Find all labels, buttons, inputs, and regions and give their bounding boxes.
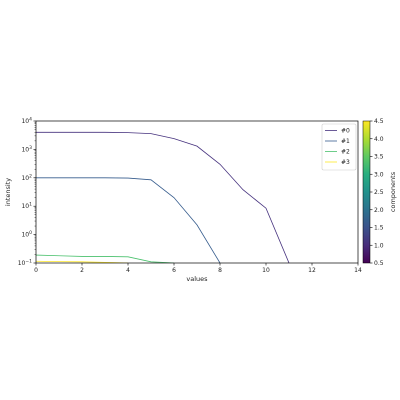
colorbar-tick-label: 2.5 [374,189,384,196]
y-tick-label: 101 [21,202,32,211]
y-tick-label: 100 [21,230,32,239]
legend-label: #3 [341,159,350,166]
x-tick-label: 12 [308,267,316,274]
colorbar-tick-label: 2.0 [374,207,384,214]
legend-box [321,123,357,171]
colorbar-tick-label: 1.5 [374,225,384,232]
x-tick-label: 14 [354,267,362,274]
series-lines [36,131,290,263]
colorbar-tick-label: 4.0 [374,136,384,143]
colorbar-scale [362,120,371,264]
x-axis-label: values [186,275,208,283]
y-tick-label: 10−1 [18,259,32,268]
x-tick-label: 10 [262,267,270,274]
x-tick-label: 2 [80,267,84,274]
y-tick-exponent: −1 [25,259,32,265]
series-line-2 [36,254,175,263]
colorbar-tick-label: 4.5 [374,118,384,125]
colorbar-label: components [389,171,397,212]
legend-label: #1 [341,138,350,145]
series-line-0 [36,131,290,263]
colorbar: 0.5 1.0 1.5 2.0 2.5 3.0 3.5 4.0 4.5 [362,118,384,267]
colorbar-tick-label: 3.0 [374,171,384,178]
series-line-3 [36,260,129,263]
x-tick-label: 0 [34,267,38,274]
y-tick-exponent: 3 [29,145,32,151]
x-tick-label: 8 [218,267,222,274]
axes-frame [35,120,359,264]
legend: #0 #1 #2 #3 [321,123,357,171]
colorbar-tick-label: 1.0 [374,242,384,249]
legend-label: #2 [341,149,350,156]
y-tick-exponent: 2 [29,173,32,179]
y-tick-label: 104 [21,117,32,126]
y-tick-label: 102 [21,173,32,182]
colorbar-tick-label: 3.5 [374,154,384,161]
legend-label: #0 [341,128,350,135]
x-tick-label: 6 [172,267,176,274]
y-tick-exponent: 4 [29,117,32,123]
y-tick-exponent: 0 [29,230,32,236]
y-axis-label: intensity [4,178,12,206]
y-tick-label: 103 [21,145,32,154]
series-line-1 [36,177,221,263]
colorbar-tick-label: 0.5 [374,260,384,267]
x-tick-label: 4 [126,267,130,274]
y-tick-exponent: 1 [29,202,32,208]
